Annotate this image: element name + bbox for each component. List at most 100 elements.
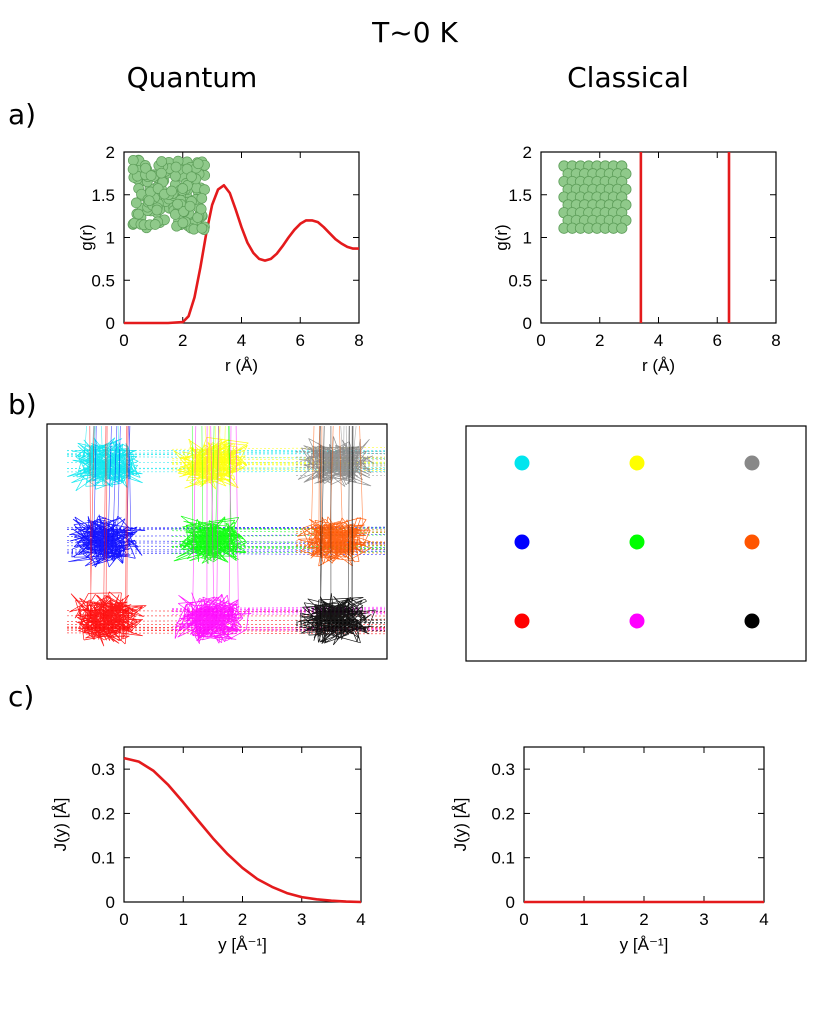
x-tick-label: 6 — [713, 331, 722, 350]
atom-sphere — [156, 156, 167, 167]
column-title-classical: Classical — [567, 61, 689, 94]
atom-sphere — [172, 198, 183, 210]
x-tick-label: 0 — [536, 331, 545, 350]
atom-dot-green — [629, 534, 645, 550]
panel-label-a: a) — [8, 98, 36, 131]
g-r-curve — [124, 184, 359, 325]
y-axis-label: J(y) [Å] — [51, 798, 70, 852]
x-tick-label: 4 — [654, 331, 663, 350]
c_classical-chart: 0 1 2 3 4 0 0.1 0.2 0.3 y [Å⁻¹] J(y) [Å] — [451, 746, 769, 954]
y-tick-label: 0 — [523, 314, 532, 333]
atom-sphere — [170, 161, 182, 173]
inset-crystal-cluster — [558, 160, 632, 234]
atom-sphere — [166, 185, 177, 197]
bead-winding-gray — [316, 425, 357, 464]
atom-sphere — [170, 170, 181, 182]
x-tick-label: 0 — [119, 331, 128, 350]
atom-sphere — [616, 222, 628, 234]
j-y-curve — [123, 756, 362, 904]
bead-cloud-red — [66, 425, 386, 647]
atom-sphere — [192, 158, 204, 170]
atom-sphere — [195, 203, 207, 215]
atom-sphere — [130, 197, 142, 209]
y-tick-label: 0.2 — [491, 804, 515, 823]
atom-dot-red — [514, 613, 530, 629]
bead-cloud-orange — [295, 425, 386, 567]
bead-winding-red — [89, 425, 129, 620]
x-tick-label: 3 — [699, 910, 708, 929]
atom-dot-yellow — [629, 455, 645, 471]
atom-sphere — [184, 200, 196, 212]
x-tick-label: 4 — [759, 910, 768, 929]
x-axis-label: r (Å) — [642, 356, 675, 375]
x-tick-label: 1 — [179, 910, 188, 929]
y-axis-label: g(r) — [492, 224, 511, 250]
x-tick-label: 8 — [354, 331, 363, 350]
b_quantum-chart — [46, 423, 388, 660]
atom-sphere — [177, 183, 189, 194]
x-tick-label: 8 — [771, 331, 780, 350]
x-axis-label: r (Å) — [225, 356, 258, 375]
panel-label-c: c) — [8, 680, 34, 713]
y-axis-label: J(y) [Å] — [451, 798, 470, 852]
bead-cloud-magenta — [171, 425, 386, 644]
bead-path-red — [69, 591, 147, 647]
a_quantum-chart: 0 2 4 6 8 0 0.5 1 1.5 2 r (Å) g(r) — [77, 143, 364, 375]
atom-sphere — [143, 195, 155, 207]
x-tick-label: 2 — [178, 331, 187, 350]
x-tick-label: 0 — [519, 910, 528, 929]
x-tick-label: 0 — [119, 910, 128, 929]
y-tick-label: 0.3 — [91, 760, 115, 779]
atom-dot-magenta — [629, 613, 645, 629]
y-tick-label: 1 — [523, 229, 532, 248]
x-tick-label: 2 — [238, 910, 247, 929]
atom-dot-orange — [744, 534, 760, 550]
x-tick-label: 2 — [595, 331, 604, 350]
plot-frame — [523, 746, 765, 903]
atom-sphere — [151, 204, 163, 216]
bead-cloud-black — [295, 425, 386, 646]
x-tick-label: 4 — [356, 910, 365, 929]
x-tick-label: 1 — [579, 910, 588, 929]
y-tick-label: 0.2 — [91, 804, 115, 823]
atom-sphere — [127, 163, 139, 175]
y-tick-label: 0.5 — [91, 271, 115, 290]
x-axis-label: y [Å⁻¹] — [218, 935, 267, 954]
atom-sphere — [156, 167, 167, 179]
a_classical-chart: 0 2 4 6 8 0 0.5 1 1.5 2 r (Å) g(r) — [492, 143, 781, 375]
x-tick-label: 4 — [237, 331, 246, 350]
y-tick-label: 1.5 — [508, 186, 532, 205]
atom-sphere — [133, 208, 144, 220]
figure-title: T~0 K — [371, 16, 458, 49]
atom-sphere — [196, 192, 208, 204]
atom-dot-cyan — [514, 455, 530, 471]
column-title-quantum: Quantum — [127, 61, 258, 94]
atom-dot-gray — [744, 455, 760, 471]
x-tick-label: 6 — [296, 331, 305, 350]
atom-sphere — [186, 171, 197, 183]
c_quantum-chart: 0 1 2 3 4 0 0.1 0.2 0.3 y [Å⁻¹] J(y) [Å] — [51, 746, 366, 954]
bead-winding-blue — [93, 425, 132, 542]
x-tick-label: 2 — [639, 910, 648, 929]
y-tick-label: 0.1 — [491, 849, 515, 868]
bead-exchange-black — [295, 610, 386, 632]
atom-sphere — [177, 217, 189, 229]
atom-sphere — [145, 170, 157, 181]
panel-label-b: b) — [8, 388, 37, 421]
y-tick-label: 0 — [506, 893, 515, 912]
y-tick-label: 2 — [106, 143, 115, 162]
bead-winding-yellow — [204, 425, 226, 464]
b_classical-chart — [465, 425, 807, 662]
atom-dot-black — [744, 613, 760, 629]
plot-frame — [123, 746, 362, 903]
y-tick-label: 0.3 — [491, 760, 515, 779]
bead-winding-green — [191, 425, 232, 542]
plots-layer: 0 2 4 6 8 0 0.5 1 1.5 2 r (Å) g(r) 0 2 4 6 8 0 0.5 1 1.5 2 r (… — [46, 143, 807, 954]
y-tick-label: 1.5 — [91, 186, 115, 205]
bead-winding-cyan — [83, 425, 120, 464]
bead-winding-black — [319, 425, 354, 620]
atom-dot-blue — [514, 534, 530, 550]
y-tick-label: 1 — [106, 229, 115, 248]
atom-sphere — [196, 222, 208, 234]
